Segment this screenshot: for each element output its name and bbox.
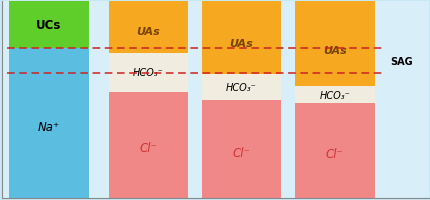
Bar	[201, 101, 281, 198]
Text: HCO₃⁻: HCO₃⁻	[319, 90, 349, 100]
Bar	[294, 86, 374, 104]
Text: Cl⁻: Cl⁻	[325, 147, 343, 160]
Bar	[108, 2, 188, 54]
Bar	[9, 49, 88, 198]
Text: Cl⁻: Cl⁻	[139, 142, 157, 155]
Bar	[294, 2, 374, 86]
Bar	[108, 92, 188, 198]
Bar	[201, 2, 281, 75]
Text: UAs: UAs	[229, 39, 253, 49]
Text: Na⁺: Na⁺	[37, 120, 60, 133]
Text: HCO₃⁻: HCO₃⁻	[133, 68, 163, 78]
Bar	[108, 54, 188, 92]
Text: SAG: SAG	[389, 56, 412, 66]
Bar	[201, 75, 281, 101]
Text: HCO₃⁻: HCO₃⁻	[226, 83, 256, 93]
Text: UAs: UAs	[136, 27, 160, 37]
Text: UAs: UAs	[322, 46, 346, 56]
Bar	[294, 104, 374, 198]
Text: UCs: UCs	[36, 19, 61, 32]
Text: Cl⁻: Cl⁻	[232, 146, 250, 159]
Bar	[9, 2, 88, 49]
